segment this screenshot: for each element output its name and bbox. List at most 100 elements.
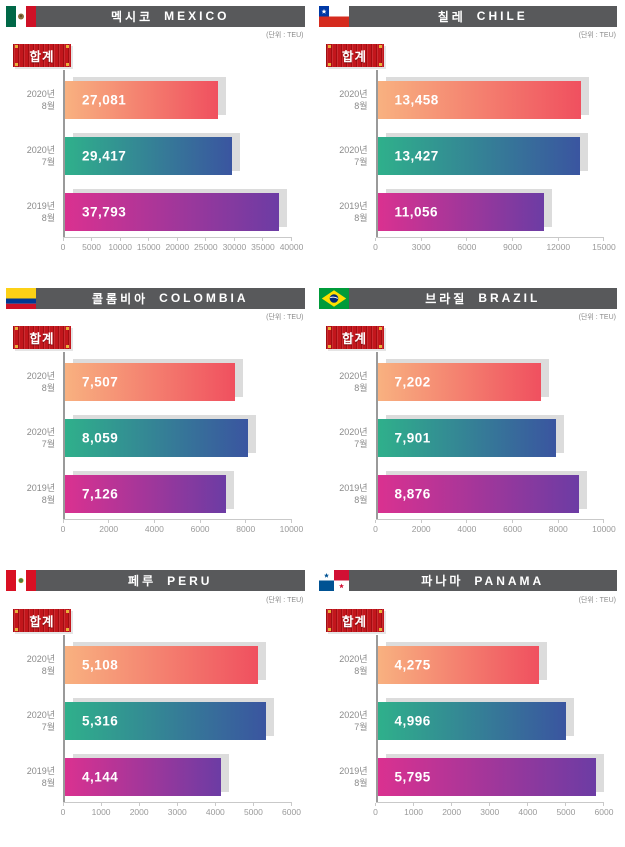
category-label: 2020년 8월 [339,88,368,111]
bar-value-label: 5,108 [82,657,119,673]
total-badge-label: 합계 [29,332,55,347]
bar-2020-jul: 7,901 [377,415,605,458]
panel-header: 파나마 PANAMA [318,570,617,592]
panel-title-en: BRAZIL [478,291,541,306]
panel-title-en: COLOMBIA [159,291,249,306]
bar-chart: 2020년 8월 2020년 7월 2019년 8월 4,275 4,996 5,79… [319,634,618,817]
total-badge: 합계 [13,608,71,632]
panel-title: 콜롬비아 COLOMBIA [36,287,305,309]
bar-2019-aug: 37,793 [65,189,292,231]
plot-area: 5,108 5,316 4,144 0 1000 2000 3000 4000 … [61,634,301,817]
category-axis: 2020년 8월 2020년 7월 2019년 8월 [319,635,376,817]
panel-title-ko: 칠레 [437,9,466,24]
panel-title: 칠레 CHILE [348,5,617,27]
bar-2020-aug: 7,507 [65,359,292,402]
total-badge: 합계 [325,44,384,67]
total-badge: 합계 [13,326,71,350]
unit-label: (단위 : TEU) [266,314,304,322]
bar-value-label: 11,056 [394,204,439,220]
category-label: 2019년 8월 [26,483,55,506]
category-axis: 2020년 8월 2020년 7월 2019년 8월 [319,70,376,252]
plot-area: 27,081 29,417 37,793 0 5000 10000 15000 … [61,70,303,252]
unit-label: (단위 : TEU) [578,32,616,39]
plot-area: 4,275 4,996 5,795 0 1000 2000 3000 4000 … [373,634,613,817]
bar-value-label: 8,876 [394,486,431,502]
bar-value-label: 13,427 [394,148,439,164]
x-axis: 0 1000 2000 3000 4000 5000 6000 [61,801,301,817]
chile-flag-icon [318,5,349,27]
category-label: 2019년 8월 [26,200,55,223]
panel-title-en: MEXICO [164,9,230,23]
category-label: 2020년 7월 [26,709,55,732]
panel-header: 콜롬비아 COLOMBIA [6,287,305,309]
bar-2020-aug: 27,081 [65,77,292,119]
panel-title-ko: 멕시코 [111,9,154,24]
bar-value-label: 37,793 [82,204,127,220]
panel-title: 페루 PERU [36,570,305,592]
chart-panel-panama: 파나마 PANAMA (단위 : TEU) 합계 2020년 8월 2020년 7월… [313,565,625,847]
bar-value-label: 13,458 [394,92,439,108]
bar-2020-aug: 5,108 [65,641,292,684]
panel-title-ko: 콜롬비아 [92,291,149,306]
bar-2019-aug: 8,876 [377,471,605,514]
bar-value-label: 5,316 [82,713,119,729]
unit-label: (단위 : TEU) [578,596,616,604]
panel-title-en: PERU [167,573,213,588]
panel-header: 페루 PERU [6,570,305,592]
category-axis: 2020년 8월 2020년 7월 2019년 8월 [6,352,63,534]
bar-value-label: 8,059 [82,430,119,446]
panel-header: 칠레 CHILE [318,5,617,27]
category-label: 2019년 8월 [26,765,55,788]
panel-title-en: CHILE [476,9,528,23]
category-label: 2019년 8월 [339,200,368,223]
total-badge-label: 합계 [341,614,367,629]
total-badge-label: 합계 [341,50,367,64]
bar-chart: 2020년 8월 2020년 7월 2019년 8월 13,458 13,427 11… [319,70,618,252]
bar-value-label: 5,795 [394,769,431,785]
category-axis: 2020년 8월 2020년 7월 2019년 8월 [6,635,63,817]
total-badge: 합계 [13,44,71,67]
bar-2020-aug: 13,458 [377,77,605,119]
category-axis: 2020년 8월 2020년 7월 2019년 8월 [6,70,63,252]
plot-area: 13,458 13,427 11,056 0 3000 6000 9000 12… [373,70,616,252]
panel-title-ko: 브라질 [425,291,468,306]
total-badge-label: 합계 [29,50,55,64]
chart-panel-chile: 칠레 CHILE (단위 : TEU) 합계 2020년 8월 2020년 7월 2… [313,0,625,282]
bar-2019-aug: 4,144 [65,753,292,796]
panel-header: 멕시코 MEXICO [6,5,305,27]
category-label: 2020년 8월 [26,653,55,676]
bar-chart: 2020년 8월 2020년 7월 2019년 8월 7,202 7,901 8,87… [319,352,618,534]
panel-header: 브라질 BRAZIL [318,287,617,309]
bar-2020-jul: 8,059 [65,415,292,458]
plot-area: 7,507 8,059 7,126 0 2000 4000 6000 8000 … [61,352,303,534]
bar-2020-jul: 4,996 [377,697,605,740]
bar-2019-aug: 11,056 [377,189,605,231]
peru-flag-icon [6,570,36,592]
category-label: 2020년 8월 [339,371,368,394]
category-axis: 2020년 8월 2020년 7월 2019년 8월 [319,352,376,534]
category-label: 2019년 8월 [339,483,368,506]
bar-2020-jul: 29,417 [65,133,292,175]
x-axis: 0 2000 4000 6000 8000 10000 [61,519,303,534]
category-label: 2020년 7월 [26,144,55,167]
unit-label: (단위 : TEU) [266,596,304,604]
bar-value-label: 4,996 [394,713,431,729]
x-axis: 0 2000 4000 6000 8000 10000 [373,519,616,534]
bar-2020-aug: 7,202 [377,359,605,402]
panel-title-en: PANAMA [474,573,545,588]
bar-value-label: 29,417 [82,148,127,164]
chart-panel-colombia: 콜롬비아 COLOMBIA (단위 : TEU) 합계 2020년 8월 2020… [0,282,313,564]
category-label: 2020년 8월 [339,653,368,676]
unit-label: (단위 : TEU) [578,314,616,322]
mexico-flag-icon [6,5,36,27]
bar-value-label: 4,275 [394,657,431,673]
category-label: 2020년 8월 [26,88,55,111]
bar-value-label: 7,126 [82,486,119,502]
panel-title-ko: 페루 [128,574,157,589]
bar-value-label: 4,144 [82,769,119,785]
panel-title: 브라질 BRAZIL [348,287,617,309]
plot-area: 7,202 7,901 8,876 0 2000 4000 6000 8000 … [373,352,616,534]
panel-title: 파나마 PANAMA [348,570,617,592]
x-axis: 0 5000 10000 15000 20000 25000 30000 350… [61,237,303,252]
bar-2020-aug: 4,275 [377,641,605,684]
